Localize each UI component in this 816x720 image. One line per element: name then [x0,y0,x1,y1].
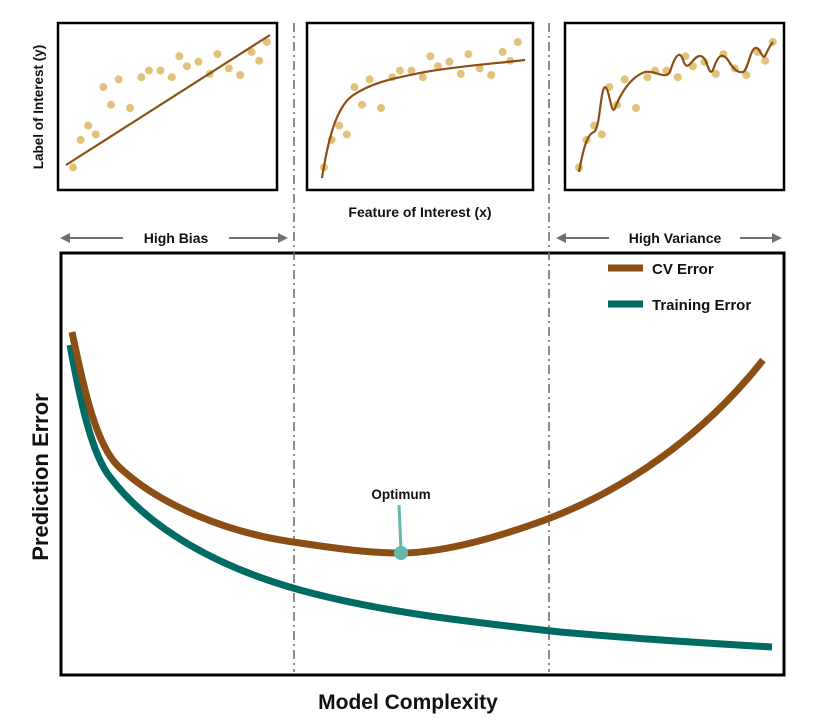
scatter-point [224,64,233,73]
scatter-point [247,47,256,56]
optimum-marker [394,546,408,560]
legend-label-training-error: Training Error [652,297,751,314]
overfit-curve [577,41,774,173]
scatter-point [711,69,720,78]
scatter-points-high-bias [69,38,271,172]
top-ylabel: Label of Interest (y) [31,45,46,170]
high-bias-label: High Bias [144,230,209,246]
scatter-point [145,66,153,75]
scatter-point [407,66,416,75]
training-error-curve [66,344,773,651]
scatter-point [91,130,100,139]
scatter-point [742,71,751,79]
panel-optimum-frame [305,21,535,192]
high-variance-arrow-left-head [556,233,566,243]
optimum-label: Optimum [371,487,430,502]
top-xlabel: Feature of Interest (x) [348,204,491,220]
scatter-point [498,47,507,56]
scatter-point [335,121,344,130]
scatter-point [426,52,435,61]
scatter-point [262,38,271,46]
main-ylabel: Prediction Error [28,393,53,561]
scatter-point [137,73,146,82]
optimum-pointer-line [397,504,403,551]
high-bias-arrow-right-head [278,233,288,243]
scatter-point [194,57,203,66]
scatter-point [445,57,454,66]
scatter-point [183,62,191,71]
scatter-point [213,50,222,59]
scatter-point [632,104,640,112]
scatter-point [643,73,652,82]
scatter-point [107,100,115,109]
scatter-point [377,104,385,112]
scatter-point [126,104,134,112]
scatter-point [418,73,427,82]
scatter-point [456,69,465,78]
high-variance-arrow-right-head [772,233,782,243]
log-fit-curve [320,58,526,179]
scatter-point [396,66,404,75]
scatter-point [84,121,93,130]
scatter-point [597,130,606,139]
scatter-point [620,75,629,84]
linear-fit-line [65,34,271,166]
scatter-point [167,73,176,82]
high-bias-arrow-left-head [60,233,70,243]
scatter-point [255,56,264,65]
legend: CV Error Training Error [608,261,751,314]
main-chart-frame [59,251,786,677]
scatter-point [475,64,484,73]
scatter-point [99,83,108,92]
scatter-point [236,71,245,79]
scatter-point [464,50,473,59]
scatter-point [175,52,184,61]
scatter-point [342,130,351,139]
panel-high-bias-frame [56,21,279,192]
legend-label-cv-error: CV Error [652,261,714,278]
high-variance-label: High Variance [629,230,722,246]
scatter-point [358,100,366,109]
panel-high-variance-frame [563,21,786,192]
scatter-point [513,38,522,46]
scatter-point [365,75,374,84]
scatter-point [76,135,85,144]
scatter-point [114,75,123,84]
scatter-point [673,73,682,82]
scatter-point [434,62,442,71]
scatter-point [350,83,359,92]
scatter-point [487,71,496,79]
scatter-point [156,66,165,75]
scatter-point [69,163,77,172]
scatter-point [761,56,770,65]
main-xlabel: Model Complexity [318,691,498,714]
cv-error-curve [68,331,766,557]
